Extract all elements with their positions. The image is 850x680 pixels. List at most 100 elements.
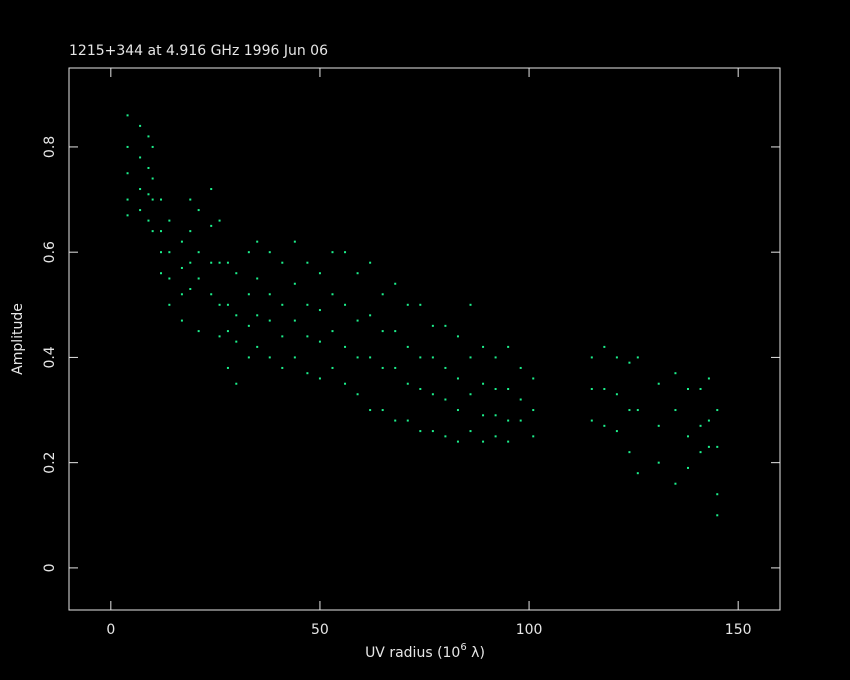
plot-frame bbox=[68, 67, 781, 611]
scatter-point bbox=[482, 345, 485, 348]
scatter-point bbox=[210, 188, 213, 191]
scatter-point bbox=[281, 261, 284, 264]
scatter-point bbox=[456, 440, 459, 443]
scatter-point bbox=[590, 387, 593, 390]
scatter-point bbox=[507, 419, 510, 422]
scatter-point bbox=[686, 435, 689, 438]
scatter-point bbox=[344, 382, 347, 385]
scatter-point bbox=[419, 303, 422, 306]
scatter-point bbox=[356, 319, 359, 322]
scatter-point bbox=[197, 277, 200, 280]
scatter-point bbox=[716, 493, 719, 496]
scatter-point bbox=[674, 372, 677, 375]
scatter-point bbox=[636, 356, 639, 359]
scatter-point bbox=[419, 430, 422, 433]
scatter-point bbox=[147, 166, 150, 169]
scatter-point bbox=[256, 240, 259, 243]
scatter-point bbox=[716, 409, 719, 412]
scatter-point bbox=[590, 419, 593, 422]
scatter-point bbox=[226, 303, 229, 306]
scatter-point bbox=[218, 303, 221, 306]
scatter-point bbox=[431, 393, 434, 396]
scatter-point bbox=[256, 277, 259, 280]
scatter-point bbox=[406, 382, 409, 385]
scatter-point bbox=[247, 251, 250, 254]
scatter-point bbox=[707, 419, 710, 422]
scatter-point bbox=[532, 435, 535, 438]
scatter-point bbox=[281, 335, 284, 338]
scatter-point bbox=[532, 409, 535, 412]
scatter-point bbox=[151, 145, 154, 148]
scatter-point bbox=[494, 356, 497, 359]
scatter-point bbox=[281, 303, 284, 306]
scatter-point bbox=[218, 335, 221, 338]
scatter-point bbox=[590, 356, 593, 359]
x-label-exponent: 6 bbox=[460, 642, 466, 653]
scatter-point bbox=[369, 314, 372, 317]
scatter-point bbox=[160, 230, 163, 233]
scatter-point bbox=[268, 356, 271, 359]
scatter-point bbox=[331, 251, 334, 254]
scatter-point bbox=[151, 230, 154, 233]
scatter-point bbox=[494, 414, 497, 417]
scatter-point bbox=[147, 193, 150, 196]
scatter-point bbox=[519, 366, 522, 369]
scatter-point bbox=[247, 356, 250, 359]
scatter-point bbox=[218, 219, 221, 222]
y-axis-label: Amplitude bbox=[10, 303, 26, 375]
scatter-point bbox=[356, 393, 359, 396]
scatter-point bbox=[247, 293, 250, 296]
scatter-point bbox=[469, 356, 472, 359]
scatter-point bbox=[331, 293, 334, 296]
scatter-point bbox=[168, 303, 171, 306]
scatter-point bbox=[469, 303, 472, 306]
scatter-point bbox=[226, 366, 229, 369]
scatter-point bbox=[628, 361, 631, 364]
x-tick-label: 100 bbox=[516, 622, 543, 638]
scatter-point bbox=[180, 266, 183, 269]
scatter-point bbox=[139, 156, 142, 159]
scatter-point bbox=[126, 145, 129, 148]
scatter-point bbox=[381, 409, 384, 412]
scatter-point bbox=[469, 430, 472, 433]
scatter-point bbox=[281, 366, 284, 369]
scatter-point bbox=[603, 387, 606, 390]
scatter-point bbox=[147, 219, 150, 222]
scatter-point bbox=[507, 387, 510, 390]
scatter-point bbox=[381, 330, 384, 333]
scatter-point bbox=[444, 435, 447, 438]
scatter-point bbox=[406, 419, 409, 422]
x-tick-label: 50 bbox=[311, 622, 329, 638]
scatter-point bbox=[268, 319, 271, 322]
scatter-point bbox=[331, 366, 334, 369]
scatter-point bbox=[603, 345, 606, 348]
scatter-point bbox=[306, 372, 309, 375]
scatter-point bbox=[256, 345, 259, 348]
scatter-point bbox=[456, 377, 459, 380]
scatter-point bbox=[306, 335, 309, 338]
scatter-point bbox=[444, 324, 447, 327]
scatter-point bbox=[318, 340, 321, 343]
scatter-point bbox=[318, 377, 321, 380]
scatter-point bbox=[419, 387, 422, 390]
x-axis-label: UV radius (106 λ) bbox=[365, 642, 485, 661]
scatter-point bbox=[406, 345, 409, 348]
scatter-point bbox=[126, 198, 129, 201]
scatter-point bbox=[356, 272, 359, 275]
scatter-point bbox=[139, 188, 142, 191]
scatter-point bbox=[180, 240, 183, 243]
scatter-point bbox=[657, 461, 660, 464]
scatter-point bbox=[494, 387, 497, 390]
scatter-point bbox=[197, 209, 200, 212]
scatter-point bbox=[293, 319, 296, 322]
chart-title: 1215+344 at 4.916 GHz 1996 Jun 06 bbox=[69, 43, 328, 59]
y-tick-label: 0.2 bbox=[42, 452, 58, 474]
scatter-point bbox=[189, 288, 192, 291]
scatter-point bbox=[256, 314, 259, 317]
x-label-unit: λ) bbox=[467, 645, 485, 661]
scatter-point bbox=[519, 419, 522, 422]
scatter-point bbox=[494, 435, 497, 438]
scatter-point bbox=[318, 309, 321, 312]
scatter-point bbox=[469, 393, 472, 396]
scatter-point bbox=[636, 472, 639, 475]
